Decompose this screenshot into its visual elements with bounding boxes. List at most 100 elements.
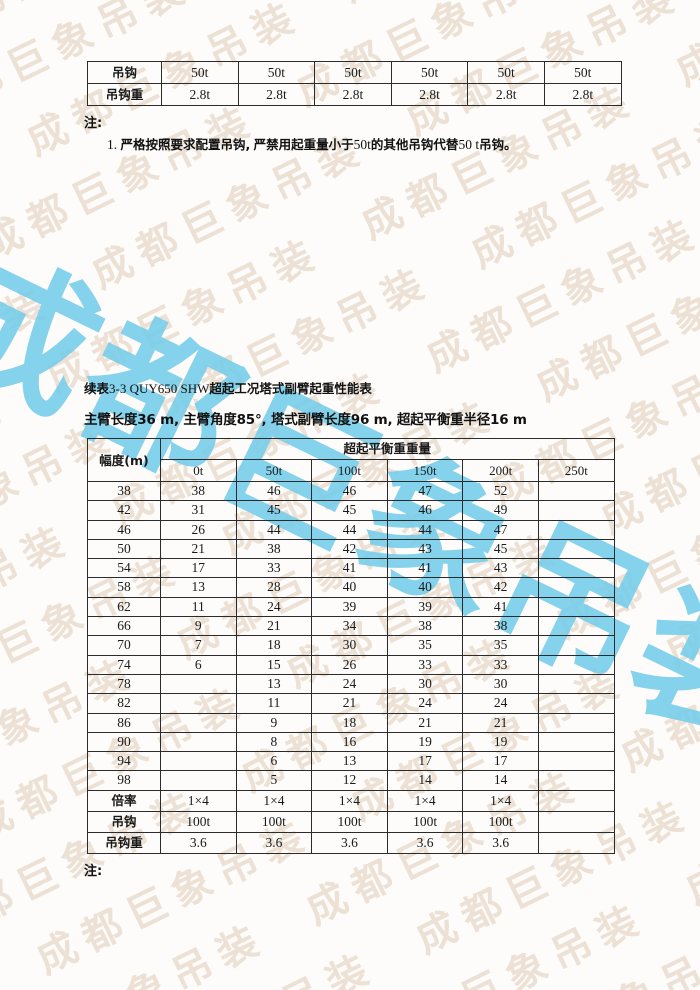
capacity-cell: [537, 673, 615, 695]
capacity-cell: 21: [160, 538, 237, 560]
table-footer-row: 吊钩 100t 100t 100t 100t 100t: [87, 810, 615, 833]
capacity-cell: 30: [311, 635, 388, 656]
column-header: 50t: [235, 459, 313, 482]
capacity-cell: 47: [386, 480, 464, 502]
row-header-label: 幅度(m): [87, 438, 161, 482]
table-cell: 100t: [311, 810, 388, 833]
table-cell: 1×4: [386, 789, 464, 812]
table-cell: 1×4: [462, 789, 539, 812]
capacity-cell: [537, 616, 615, 637]
table-cell: [537, 810, 615, 833]
note-item-text-d: 吊钩。: [479, 137, 517, 152]
capacity-cell: 42: [462, 577, 539, 598]
capacity-cell: 33: [386, 654, 464, 675]
capacity-cell: 33: [235, 558, 313, 579]
table-cell: 3.6: [311, 831, 388, 854]
capacity-cell: 26: [160, 519, 237, 540]
table-cell: [537, 789, 615, 812]
table-footer-row: 吊钩重 3.6 3.6 3.6 3.6 3.6: [87, 831, 615, 854]
table-title-prefix: 续表: [84, 381, 110, 396]
capacity-cell: 24: [311, 673, 388, 695]
table-cell: 100t: [462, 810, 539, 833]
table-subtitle: 主臂长度36 m, 主臂角度85°, 塔式副臂长度96 m, 超起平衡重半径16…: [84, 412, 527, 428]
capacity-cell: [537, 558, 615, 579]
table-cell: 50t: [237, 61, 316, 84]
capacity-cell: 13: [160, 577, 237, 598]
capacity-cell: [537, 538, 615, 560]
note-item-num-c: 50 t: [458, 137, 480, 152]
capacity-cell: 33: [462, 654, 539, 675]
note-item-sep-a: ,: [245, 137, 251, 152]
row-label: 吊钩: [87, 61, 162, 84]
capacity-cell: 42: [311, 538, 388, 560]
capacity-cell: [160, 693, 237, 714]
table-row: 50 21 38 42 43 45: [87, 538, 615, 560]
table-row: 42 31 45 45 46 49: [87, 500, 615, 521]
capacity-cell: 43: [462, 558, 539, 579]
capacity-cell: 16: [311, 731, 388, 753]
capacity-cell: 30: [462, 673, 539, 695]
table-cell: 50t: [467, 61, 545, 84]
row-label: 吊钩重: [87, 83, 162, 106]
capacity-cell: [160, 751, 237, 772]
capacity-cell: 46: [311, 480, 388, 502]
radius-cell: 50: [87, 538, 161, 560]
capacity-cell: 44: [235, 519, 313, 540]
capacity-cell: [537, 751, 615, 772]
radius-cell: 90: [87, 731, 161, 753]
table-cell: 3.6: [462, 831, 539, 854]
load-chart-table: 幅度(m) 超起平衡重重量 0t 50t 100t 150t 200t 250t 38 38…: [87, 438, 615, 854]
table-head: 幅度(m) 超起平衡重重量 0t 50t 100t 150t 200t 250t: [87, 438, 615, 482]
note-item-number: 1.: [107, 137, 118, 152]
table-row: 38 38 46 46 47 52: [87, 480, 615, 502]
capacity-cell: 38: [386, 616, 464, 637]
capacity-cell: 49: [462, 500, 539, 521]
capacity-cell: 12: [311, 770, 388, 791]
note-item-num-b: 50t: [353, 137, 371, 152]
column-header: 150t: [386, 459, 464, 482]
capacity-cell: 47: [462, 519, 539, 540]
capacity-cell: 38: [160, 480, 237, 502]
table-cell: 1×4: [235, 789, 313, 812]
capacity-cell: 21: [386, 712, 464, 733]
capacity-cell: 14: [386, 770, 464, 791]
radius-cell: 78: [87, 673, 161, 695]
radius-cell: 38: [87, 480, 161, 502]
capacity-cell: [537, 480, 615, 502]
watermark-tile-row: 成都巨象吊装 成都巨象吊装 成都巨象吊装 成都巨象吊装 成都巨象吊装 成都巨象吊…: [0, 0, 700, 368]
table-cell: [537, 831, 615, 854]
table-cell: 3.6: [386, 831, 464, 854]
radius-cell: 54: [87, 558, 161, 579]
table-cell: 3.6: [235, 831, 313, 854]
capacity-cell: [537, 693, 615, 714]
table-cell: 2.8t: [390, 83, 469, 106]
table-cell: 50t: [390, 61, 469, 84]
table-cell: 100t: [235, 810, 313, 833]
capacity-cell: 19: [386, 731, 464, 753]
radius-cell: 74: [87, 654, 161, 675]
radius-cell: 42: [87, 500, 161, 521]
column-header: 100t: [311, 459, 388, 482]
table-cell: 2.8t: [314, 83, 392, 106]
capacity-cell: 5: [235, 770, 313, 791]
capacity-cell: 41: [386, 558, 464, 579]
radius-cell: 86: [87, 712, 161, 733]
capacity-cell: 24: [462, 693, 539, 714]
table-cell: 3.6: [160, 831, 237, 854]
capacity-cell: 44: [386, 519, 464, 540]
column-header: 200t: [462, 459, 539, 482]
capacity-cell: 6: [160, 654, 237, 675]
radius-cell: 62: [87, 596, 161, 618]
capacity-cell: 17: [462, 751, 539, 772]
fragment-table: 吊钩 50t 50t 50t 50t 50t 50t 吊钩重 2.8t 2.8t 2.8t 2.8t 2…: [87, 61, 622, 106]
table-cell: 2.8t: [543, 83, 622, 106]
capacity-cell: 9: [235, 712, 313, 733]
table-row: 46 26 44 44 44 47: [87, 519, 615, 540]
capacity-cell: 15: [235, 654, 313, 675]
capacity-cell: 13: [311, 751, 388, 772]
table-row: 58 13 28 40 40 42: [87, 577, 615, 598]
table-cell: 1×4: [311, 789, 388, 812]
capacity-cell: 9: [160, 616, 237, 637]
table-cell: 2.8t: [161, 83, 239, 106]
table-cell: 1×4: [160, 789, 237, 812]
